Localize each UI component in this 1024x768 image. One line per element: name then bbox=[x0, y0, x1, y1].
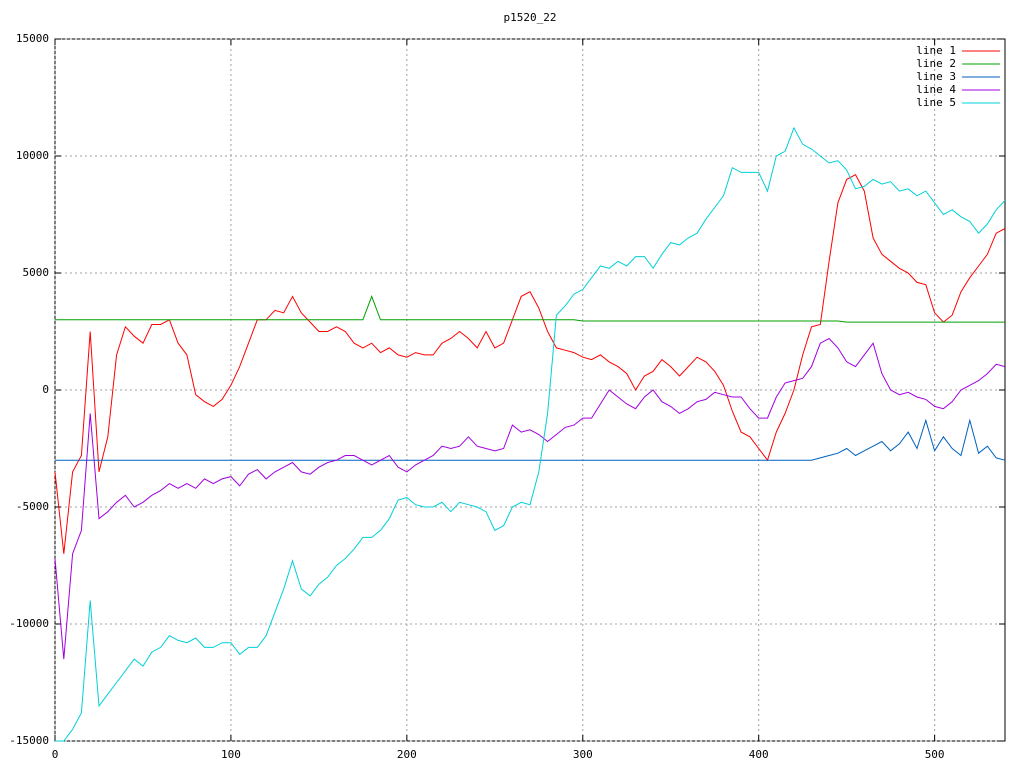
y-tick-label: 5000 bbox=[23, 266, 50, 279]
x-tick-label: 400 bbox=[749, 748, 769, 761]
legend-label: line 5 bbox=[916, 96, 956, 109]
series-line bbox=[55, 294, 1005, 323]
y-tick-label: -10000 bbox=[9, 617, 49, 630]
y-tick-label: -15000 bbox=[9, 734, 49, 747]
x-tick-label: 300 bbox=[573, 748, 593, 761]
x-tick-label: 500 bbox=[925, 748, 945, 761]
y-tick-label: 15000 bbox=[16, 32, 49, 45]
y-tick-label: 0 bbox=[42, 383, 49, 396]
series-line bbox=[55, 126, 1006, 742]
series-line bbox=[54, 337, 1006, 660]
x-tick-label: 0 bbox=[52, 748, 59, 761]
legend-label: line 1 bbox=[916, 44, 956, 57]
legend-label: line 3 bbox=[916, 70, 956, 83]
y-tick-label: -5000 bbox=[16, 500, 49, 513]
legend-label: line 4 bbox=[916, 83, 956, 96]
x-tick-label: 100 bbox=[221, 748, 241, 761]
series-line bbox=[54, 174, 1006, 554]
series-line bbox=[55, 418, 1006, 461]
chart-title: p1520_22 bbox=[504, 11, 557, 24]
x-tick-label: 200 bbox=[397, 748, 417, 761]
y-tick-label: 10000 bbox=[16, 149, 49, 162]
legend-label: line 2 bbox=[916, 57, 956, 70]
